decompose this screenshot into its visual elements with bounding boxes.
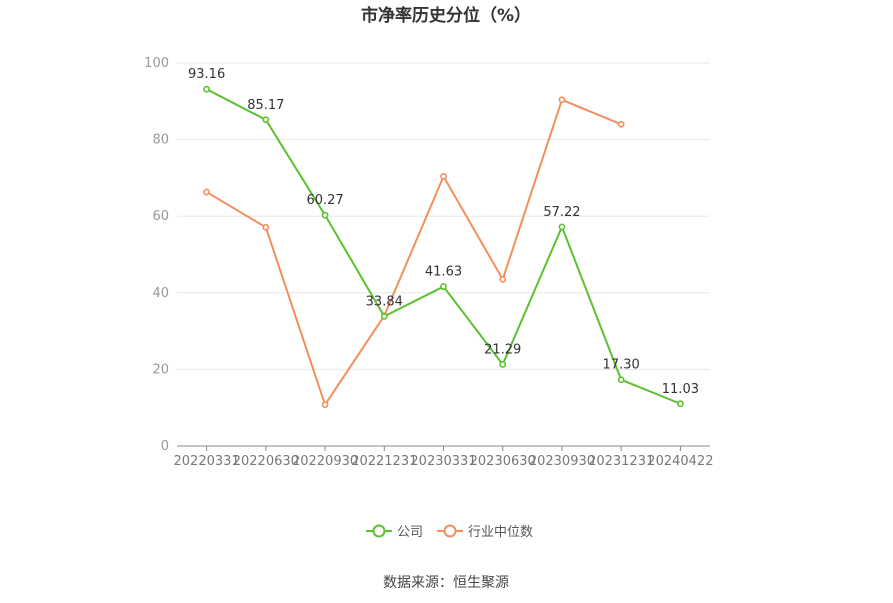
data-point [617,376,625,384]
source-note: 数据来源：恒生聚源 [383,575,509,591]
legend-marker [372,524,386,538]
data-label: 93.16 [188,67,225,82]
y-tick-label: 60 [152,209,169,224]
data-point [321,401,329,409]
legend[interactable]: 公司 行业中位数 [366,524,533,540]
legend-item-1[interactable]: 行业中位数 [437,524,533,540]
data-point [380,312,388,320]
legend-label: 公司 [397,525,423,540]
y-axis: 0 20 40 60 80 100 [144,56,169,454]
data-label: 33.84 [366,294,403,309]
data-point [321,211,329,219]
data-point [262,116,270,124]
data-labels: 93.16 85.17 60.27 33.84 41.63 21.29 57.22 17.30… [188,67,699,397]
grid-lines [177,62,710,370]
x-tick-label: 20220630 [233,454,299,469]
x-tick-label: 20230630 [470,454,536,469]
y-tick-label: 0 [161,439,169,454]
series-line-1 [206,98,622,406]
x-tick-label: 20220331 [174,454,240,469]
x-tick-label: 20220930 [292,454,358,469]
data-point [203,85,211,93]
data-point [440,283,447,290]
x-tick-label: 20221231 [351,454,417,469]
x-tick-label: 20240422 [647,454,713,469]
data-label: 21.29 [484,342,521,357]
x-tick-label: 20231231 [588,454,654,469]
chart-title: 市净率历史分位（%） [361,5,531,26]
data-point [499,361,507,368]
y-tick-label: 100 [144,56,169,71]
data-point [203,188,211,196]
legend-item-0[interactable]: 公司 [366,524,423,540]
series-layer [203,85,684,409]
data-point [558,96,566,104]
data-point [440,172,447,180]
legend-marker [443,524,457,538]
data-point [617,120,625,128]
data-label: 57.22 [543,205,580,220]
series-line-0 [206,88,681,405]
data-label: 85.17 [247,98,284,113]
data-label: 17.30 [603,358,640,373]
y-tick-label: 40 [152,286,169,301]
data-label: 60.27 [306,193,343,208]
x-axis: 2022033120220630202209302022123120230331… [174,445,713,469]
x-tick-label: 20230930 [529,454,595,469]
data-label: 41.63 [425,265,462,280]
data-point [676,400,684,408]
data-point [558,223,566,231]
data-point [499,275,507,283]
y-tick-label: 80 [152,133,169,148]
data-label: 11.03 [662,382,699,397]
x-tick-label: 20230331 [410,454,476,469]
y-tick-label: 20 [152,362,169,377]
legend-label: 行业中位数 [468,525,533,540]
data-point [262,223,270,231]
